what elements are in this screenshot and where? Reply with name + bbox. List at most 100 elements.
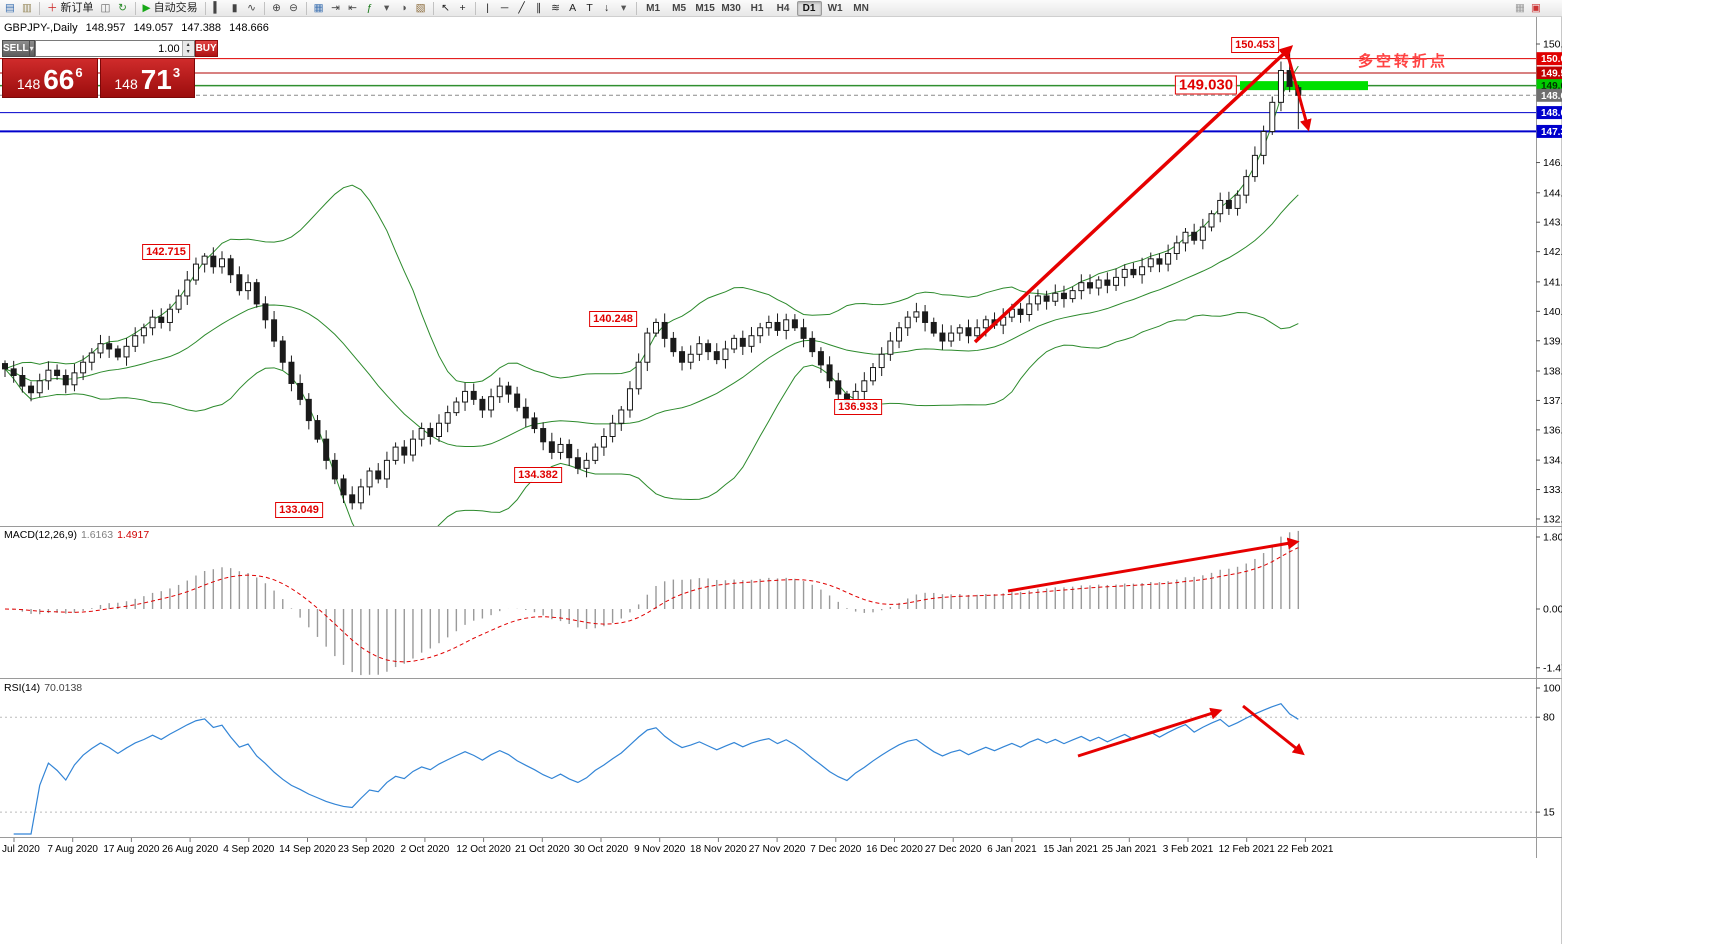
date-label: 7 Dec 2020 [810, 844, 862, 855]
zoom-out-button[interactable]: ⊖ [286, 1, 302, 16]
candle [71, 372, 78, 386]
candle [62, 375, 69, 386]
date-label: 14 Sep 2020 [279, 844, 336, 855]
fibonacci-tool-button[interactable]: ≋ [548, 1, 564, 16]
indicators-button[interactable]: ƒ [362, 1, 378, 16]
candle [722, 348, 729, 361]
candle [835, 380, 842, 395]
candle [548, 441, 555, 453]
macd-pane [4, 530, 1300, 676]
new-order-button[interactable]: ＋新订单 [44, 1, 97, 16]
candle [965, 327, 972, 337]
candle [453, 401, 460, 414]
line-chart-mode-button[interactable]: ∿ [244, 1, 260, 16]
candle [132, 335, 139, 347]
price-tick-label: 143.880 [1543, 217, 1562, 229]
alert-button[interactable]: ▣ [1528, 1, 1544, 16]
zoom-in-button[interactable]: ⊕ [269, 1, 285, 16]
price-tag [1536, 52, 1562, 66]
chart-window-button[interactable]: ◫ [98, 1, 114, 16]
lot-dropdown-button[interactable]: ▾ [29, 40, 35, 57]
lot-size-input[interactable] [35, 41, 182, 56]
timeframe-w1-button[interactable]: W1 [823, 1, 848, 16]
auto-trading-label: 自动交易 [153, 1, 198, 14]
templates-button[interactable]: ▧ [413, 1, 429, 16]
candle [878, 353, 885, 369]
timeframe-h4-button[interactable]: H4 [771, 1, 796, 16]
text-tool-button[interactable]: A [565, 1, 581, 16]
candle [340, 478, 347, 496]
channel-tool-button[interactable]: ∥ [531, 1, 547, 16]
macd-header: MACD(12,26,9) 1.6163 1.4917 [4, 529, 149, 541]
arrows-dropdown-button[interactable]: ▾ [616, 1, 632, 16]
timeframe-h1-button[interactable]: H1 [745, 1, 770, 16]
macd-title: MACD(12,26,9) [4, 529, 77, 541]
periods-icon: ◑ [400, 1, 407, 14]
date-label: 29 Jul 2020 [0, 844, 40, 855]
crosshair-button[interactable]: + [455, 1, 471, 16]
vertical-line-tool-button[interactable]: | [480, 1, 496, 16]
chart-canvas[interactable]: 150.600 146.130 144.990 143.880 142.770 141.6… [0, 0, 1562, 944]
arrows-tool-button[interactable]: ↓ [599, 1, 615, 16]
trendline-tool-button[interactable]: ╱ [514, 1, 530, 16]
candlestick-mode-button[interactable]: ▮ [227, 1, 243, 16]
candlestick-mode-icon: ▮ [231, 1, 238, 14]
buy-button[interactable]: BUY [194, 40, 218, 57]
candle [635, 361, 642, 390]
high-value: 149.057 [133, 22, 174, 34]
sell-button[interactable]: SELL [2, 40, 30, 57]
candle [470, 390, 477, 400]
label-tool-button[interactable]: T [582, 1, 598, 16]
auto-trading-button[interactable]: ▶ 自动交易 [140, 1, 201, 16]
cursor-button[interactable]: ↖ [438, 1, 454, 16]
window-layout-button[interactable]: ▦ [1512, 1, 1528, 16]
toolbar-left-group: ▤ ▥ ＋新订单 ◫ ↻ ▶ 自动交易 ▍ ▮ ∿ ⊕ ⊖ ▦ ⇥ ⇤ ƒ ▾ ◑ ▧ ↖ + | ─ ╱ ∥ ≋ A T ↓ ▾ M1 M5… [2, 0, 874, 16]
text-tool-icon: A [569, 1, 577, 14]
date-label: 12 Feb 2021 [1219, 844, 1276, 855]
candle [1260, 131, 1267, 156]
svg-text:148.666: 148.666 [1541, 91, 1562, 102]
tile-windows-button[interactable]: ▦ [311, 1, 327, 16]
lot-decrease-button[interactable]: ▾ [182, 48, 194, 56]
candle [679, 351, 686, 363]
horizontal-line-tool-button[interactable]: ─ [497, 1, 513, 16]
timeframe-d1-button[interactable]: D1 [796, 0, 822, 16]
profiles-button[interactable]: ▥ [19, 1, 35, 16]
lot-increase-button[interactable]: ▴ [182, 41, 194, 49]
candle [1043, 295, 1050, 302]
timeframe-m15-button[interactable]: M15 [693, 1, 718, 16]
candle [123, 345, 130, 358]
bar-chart-mode-button[interactable]: ▍ [210, 1, 226, 16]
close-value: 148.666 [229, 22, 269, 34]
buy-price-big: 71 [140, 64, 172, 95]
refresh-button[interactable]: ↻ [115, 1, 131, 16]
sell-price-display[interactable]: 148 66 6 [2, 58, 98, 98]
timeframe-mn-button[interactable]: MN [849, 1, 874, 16]
svg-text:147.303: 147.303 [1541, 127, 1562, 138]
timeframe-m5-button[interactable]: M5 [667, 1, 692, 16]
candle [444, 412, 451, 424]
date-label: 17 Aug 2020 [103, 844, 160, 855]
candle [201, 255, 208, 265]
tile-windows-icon: ▦ [313, 1, 324, 14]
date-label: 22 Feb 2021 [1277, 844, 1334, 855]
candle [219, 258, 225, 268]
timeframe-m1-button[interactable]: M1 [641, 1, 666, 16]
timeframe-m30-button[interactable]: M30 [719, 1, 744, 16]
candle [1243, 176, 1250, 196]
candle [852, 390, 859, 406]
candle [488, 396, 495, 411]
chart-shift-button[interactable]: ⇤ [345, 1, 361, 16]
candle [661, 321, 668, 339]
periods-button[interactable]: ◑ [396, 1, 412, 16]
indicators-dropdown-button[interactable]: ▾ [379, 1, 395, 16]
candle [540, 428, 547, 443]
toolbar-right-group: ▦ ▣ [1512, 1, 1544, 16]
auto-scroll-button[interactable]: ⇥ [328, 1, 344, 16]
indicators-dropdown-icon: ▾ [383, 1, 390, 14]
new-chart-button[interactable]: ▤ [2, 1, 18, 16]
buy-price-display[interactable]: 148 71 3 [99, 58, 195, 98]
candle [418, 428, 425, 440]
price-pane [0, 47, 1536, 526]
macd-signal-line [4, 547, 1299, 663]
